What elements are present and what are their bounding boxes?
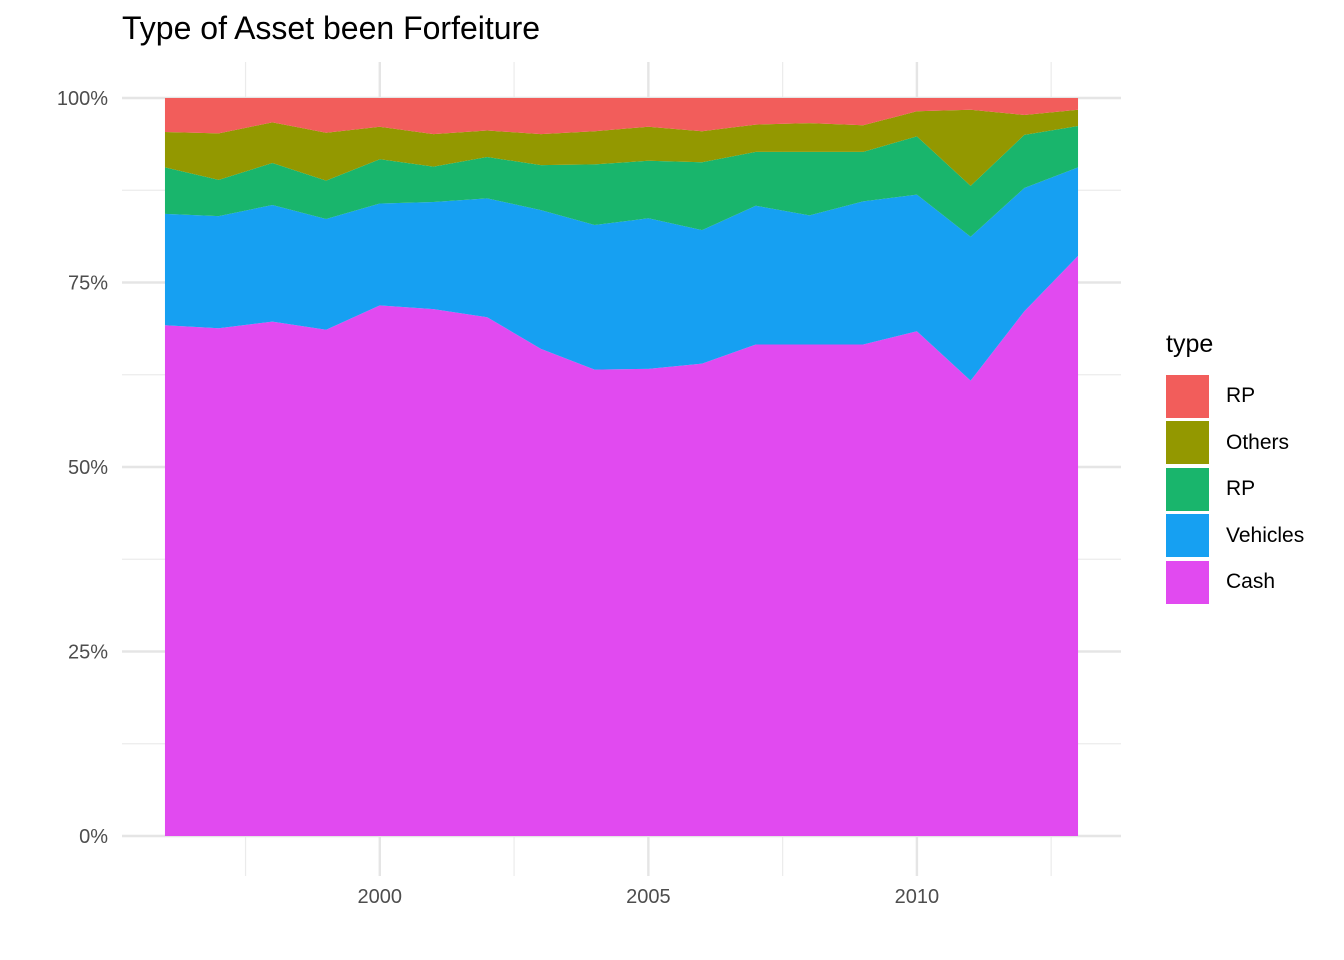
legend-title: type bbox=[1166, 330, 1214, 358]
y-tick-label: 0% bbox=[79, 826, 108, 848]
legend-label: Vehicles bbox=[1226, 523, 1305, 547]
x-axis: 2000 2005 2010 bbox=[358, 886, 940, 908]
area-series-rp-4 bbox=[164, 98, 1079, 135]
y-tick-label: 25% bbox=[68, 642, 108, 664]
legend-swatch bbox=[1166, 514, 1209, 558]
legend-item: RP bbox=[1166, 466, 1304, 513]
area-series-vehicles-1 bbox=[164, 167, 1079, 381]
legend-item: Others bbox=[1166, 420, 1304, 467]
legend-items: RP Others RP Vehicles Cash bbox=[1166, 373, 1304, 606]
legend-label: RP bbox=[1226, 477, 1256, 501]
x-tick-label: 2005 bbox=[626, 886, 671, 908]
legend-item: Cash bbox=[1166, 559, 1304, 606]
legend-item: Vehicles bbox=[1166, 513, 1304, 560]
chart-title: Type of Asset been Forfeiture bbox=[122, 10, 541, 46]
stacked-areas bbox=[164, 98, 1079, 836]
y-tick-label: 50% bbox=[68, 457, 108, 479]
legend-swatch bbox=[1166, 374, 1209, 418]
legend-item: RP bbox=[1166, 373, 1304, 420]
x-tick-label: 2000 bbox=[358, 886, 403, 908]
area-series-others-3 bbox=[164, 109, 1079, 186]
legend-label: Others bbox=[1226, 430, 1290, 454]
legend: type RP Others RP Vehicles Cash bbox=[1166, 330, 1304, 606]
area-series-cash-0 bbox=[164, 255, 1079, 836]
y-tick-label: 100% bbox=[57, 88, 108, 110]
legend-swatch bbox=[1166, 421, 1209, 465]
y-axis: 0% 25% 50% 75% 100% bbox=[57, 88, 108, 848]
legend-label: Cash bbox=[1226, 570, 1276, 594]
legend-label: RP bbox=[1226, 384, 1256, 408]
area-series-rp-2 bbox=[164, 126, 1079, 237]
y-tick-label: 75% bbox=[68, 273, 108, 295]
x-tick-label: 2010 bbox=[895, 886, 940, 908]
legend-swatch bbox=[1166, 560, 1209, 604]
legend-swatch bbox=[1166, 467, 1209, 511]
